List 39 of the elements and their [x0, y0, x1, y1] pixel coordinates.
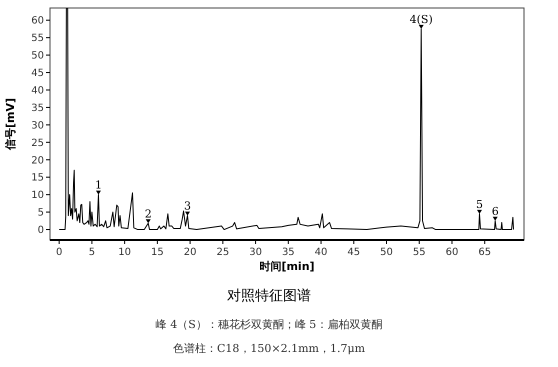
x-tick-label: 60	[446, 247, 458, 258]
x-tick-label: 35	[282, 247, 295, 258]
x-tick-label: 0	[56, 247, 62, 258]
x-tick-label: 55	[412, 247, 426, 258]
x-tick-label: 50	[380, 247, 393, 258]
text: 峰 4（S）：穗花杉双黄酮；峰 5：扁柏双黄酮	[156, 318, 382, 331]
x-tick-label: 20	[184, 247, 196, 258]
y-tick-label: 15	[31, 172, 44, 184]
y-tick-label: 35	[31, 102, 44, 114]
line-series	[58, 8, 514, 230]
y-tick-label: 30	[31, 120, 44, 132]
annotation: 1	[94, 178, 102, 192]
x-tick-label: 40	[314, 247, 328, 258]
y-tick-label: 0	[38, 225, 44, 236]
y-axis-title: 信号[mV]	[4, 98, 17, 152]
x-axis-title: 时间[min]	[259, 260, 315, 273]
x-tick-label: 30	[249, 247, 262, 258]
annotation: 5	[476, 198, 483, 211]
y-tick-label: 60	[31, 16, 44, 27]
y-tick-label: 5	[38, 208, 44, 219]
annotation: 2	[144, 207, 152, 220]
y-tick-label: 25	[31, 138, 44, 149]
y-tick-label: 55	[31, 33, 44, 44]
y-tick-label: 10	[31, 190, 44, 202]
text: 色谱柱：C18，150×2.1mm，1.7μm	[172, 342, 366, 355]
y-tick-label: 40	[31, 85, 44, 96]
annotation: 6	[492, 204, 499, 218]
annotation: 3	[184, 200, 191, 213]
y-tick-label: 50	[31, 50, 44, 62]
text: 对照特征图谱	[227, 288, 311, 304]
y-tick-label: 45	[31, 68, 44, 80]
y-tick-label: 20	[31, 155, 44, 166]
x-tick-label: 5	[88, 247, 96, 258]
x-tick-label: 45	[347, 247, 360, 258]
x-tick-label: 25	[216, 247, 230, 258]
x-tick-label: 10	[118, 247, 132, 258]
x-tick-label: 65	[478, 247, 492, 258]
x-tick-label: 15	[151, 247, 164, 258]
annotation: 4(S)	[410, 12, 433, 26]
